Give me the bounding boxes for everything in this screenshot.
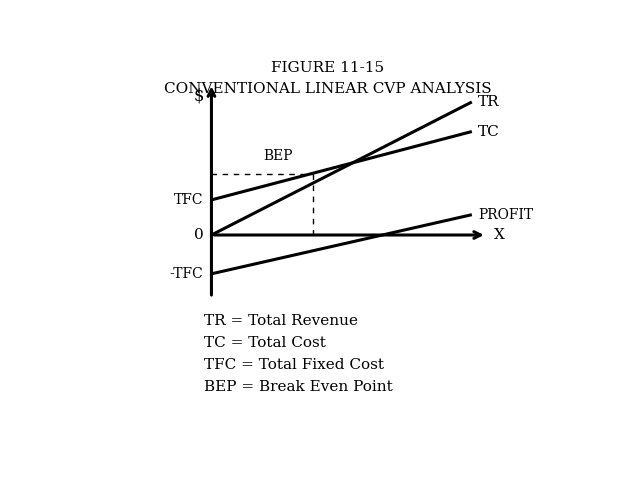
Text: -TFC: -TFC	[170, 267, 204, 281]
Text: $: $	[194, 87, 204, 104]
Text: TC: TC	[478, 124, 500, 139]
Text: TFC: TFC	[174, 193, 204, 207]
Text: PROFIT: PROFIT	[478, 208, 533, 222]
Text: TR: TR	[478, 95, 499, 109]
Text: 0: 0	[194, 228, 204, 242]
Text: FIGURE 11-15: FIGURE 11-15	[271, 61, 385, 75]
Text: X: X	[494, 228, 505, 242]
Text: TR = Total Revenue
TC = Total Cost
TFC = Total Fixed Cost
BEP = Break Even Point: TR = Total Revenue TC = Total Cost TFC =…	[204, 314, 393, 394]
Text: BEP: BEP	[264, 149, 293, 163]
Text: CONVENTIONAL LINEAR CVP ANALYSIS: CONVENTIONAL LINEAR CVP ANALYSIS	[164, 82, 492, 96]
